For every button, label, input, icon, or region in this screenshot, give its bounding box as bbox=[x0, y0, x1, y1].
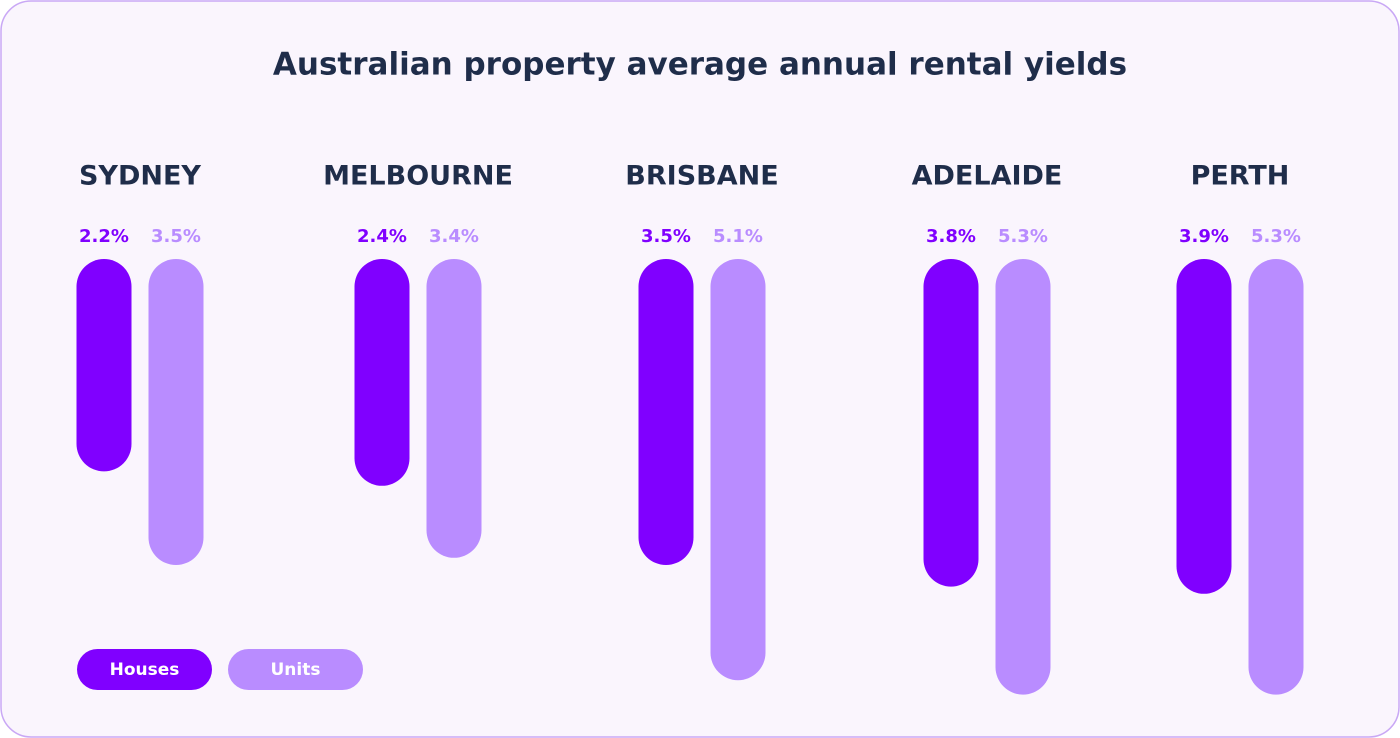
value-label: 3.4% bbox=[429, 226, 479, 247]
bar bbox=[148, 259, 204, 565]
bar bbox=[76, 259, 132, 472]
value-label: 3.5% bbox=[641, 226, 691, 247]
legend-label: Units bbox=[271, 660, 321, 680]
category-label: SYDNEY bbox=[79, 161, 201, 192]
bar bbox=[923, 259, 979, 587]
legend-label: Houses bbox=[110, 660, 180, 680]
bar bbox=[710, 259, 766, 681]
value-label: 3.8% bbox=[926, 226, 976, 247]
value-label: 5.1% bbox=[713, 226, 763, 247]
category-label: ADELAIDE bbox=[912, 161, 1063, 192]
category-label: MELBOURNE bbox=[323, 161, 513, 192]
bar bbox=[1176, 259, 1232, 594]
value-label: 3.5% bbox=[151, 226, 201, 247]
value-label: 3.9% bbox=[1179, 226, 1229, 247]
value-label: 5.3% bbox=[998, 226, 1048, 247]
value-label: 2.4% bbox=[357, 226, 407, 247]
bar bbox=[638, 259, 694, 565]
category-label: BRISBANE bbox=[625, 161, 778, 192]
legend-swatch bbox=[77, 649, 212, 690]
bar bbox=[354, 259, 410, 486]
bar bbox=[995, 259, 1051, 695]
bar bbox=[1248, 259, 1304, 695]
value-label: 5.3% bbox=[1251, 226, 1301, 247]
legend-swatch bbox=[228, 649, 363, 690]
value-label: 2.2% bbox=[79, 226, 129, 247]
chart-title: Australian property average annual renta… bbox=[273, 47, 1127, 83]
bar bbox=[426, 259, 482, 558]
category-label: PERTH bbox=[1191, 161, 1290, 192]
